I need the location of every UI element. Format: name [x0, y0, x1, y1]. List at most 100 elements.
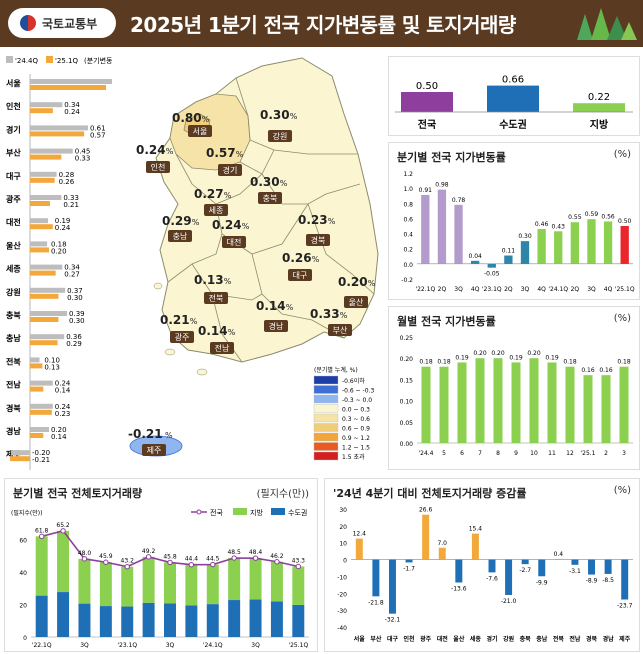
map-legend-swatch — [313, 385, 339, 394]
regional-label-prev: 0.34 — [64, 264, 80, 272]
volume-axis-label: (필지수(만)) — [11, 509, 42, 517]
volume-ytick: 20 — [19, 602, 27, 609]
map-badge — [146, 161, 170, 173]
change-value: -13.6 — [451, 585, 467, 592]
monthly-bar — [565, 366, 575, 443]
regional-category: 강원 — [6, 287, 21, 297]
map-value: 0.29 — [162, 214, 192, 228]
quarterly-xtick: 3Q — [521, 286, 530, 293]
volume-total-label: 43.3 — [292, 557, 306, 564]
regional-label-prev: 0.28 — [59, 171, 75, 179]
monthly-bar — [475, 358, 485, 443]
regional-label-cur: 0.20 — [51, 247, 67, 255]
quarterly-xtick: 2Q — [438, 286, 447, 293]
map-badge — [268, 130, 292, 142]
quarterly-xtick: 2Q — [504, 286, 513, 293]
monthly-bar — [511, 362, 521, 443]
map-region-label: 충북 — [263, 194, 278, 203]
volume-total-label: 48.5 — [227, 549, 241, 556]
map-value: 0.21 — [160, 313, 190, 327]
monthly-value: 0.18 — [617, 359, 631, 366]
map-region-label: 강원 — [273, 131, 288, 141]
change-category: 부산 — [370, 635, 382, 643]
regional-bar-prev — [30, 148, 73, 154]
island-shape — [164, 348, 176, 356]
map-badge — [210, 342, 234, 354]
change-ytick: 0 — [343, 558, 347, 565]
map-region-label: 부산 — [333, 325, 348, 335]
regional-bar-cur — [30, 247, 49, 253]
change-bar — [554, 558, 562, 560]
map-unit: % — [286, 303, 294, 312]
monthly-value: 0.19 — [509, 354, 523, 361]
change-category: 울산 — [453, 635, 465, 643]
volume-bar-local — [228, 558, 241, 601]
monthly-value: 0.18 — [437, 359, 451, 366]
map-badge — [344, 296, 368, 308]
map-value: 0.30 — [260, 108, 290, 122]
regional-rate-chart: '24.4Q'25.1Q(분기변동률, %)서울0.900.80인천0.340.… — [6, 56, 133, 473]
map-legend-swatch — [313, 375, 339, 385]
regional-label-cur: 0.24 — [64, 108, 80, 116]
map-value: 0.33 — [310, 307, 340, 321]
regional-category: 광주 — [6, 194, 21, 204]
volume-bar-capital — [121, 606, 134, 637]
regional-bar-prev — [30, 264, 63, 270]
map-value: 0.14 — [256, 299, 286, 313]
quarterly-panel: 분기별 전국 지가변동률 (%) 1.2 1.0 0.8 0.6 0.4 0.2 0.0 -0… — [388, 142, 640, 300]
monthly-xtick: 6 — [460, 450, 464, 457]
change-value: -8.5 — [602, 577, 614, 584]
volume-bar-local — [35, 536, 48, 596]
regional-category: 충북 — [6, 310, 21, 320]
regional-label-prev: -0.20 — [32, 449, 50, 457]
regional-bar-prev — [30, 195, 62, 200]
monthly-xtick: '25.1 — [580, 450, 595, 457]
regional-category: 세종 — [6, 264, 21, 274]
monthly-ytick: 0.05 — [400, 420, 414, 427]
map-legend-label: 0.3 ~ 0.6 — [342, 416, 370, 423]
monthly-bar — [547, 362, 557, 443]
volume-total-label: 48.4 — [249, 549, 263, 556]
quarterly-ytick: 0.0 — [403, 262, 413, 269]
map-value: 0.24 — [212, 218, 242, 232]
monthly-value: 0.16 — [581, 367, 595, 374]
map-region-label: 대구 — [293, 271, 308, 280]
volume-xtick: '25.1Q — [288, 642, 308, 649]
change-bar — [604, 559, 612, 574]
map-region-label: 세종 — [209, 206, 224, 215]
legend-swatch-cur — [46, 56, 53, 63]
volume-total-label: 49.2 — [142, 548, 156, 555]
volume-legend-label: 지방 — [250, 508, 263, 517]
change-value: 15.4 — [469, 526, 483, 533]
regional-category: 전북 — [6, 356, 21, 366]
map-unit: % — [340, 311, 348, 320]
regional-category: 울산 — [6, 240, 21, 250]
change-category: 제주 — [619, 635, 631, 643]
monthly-bar — [457, 362, 467, 443]
quarterly-bar — [570, 222, 579, 264]
change-bar — [372, 559, 380, 597]
volume-ytick: 60 — [19, 537, 27, 544]
regional-bar-cur — [30, 293, 59, 299]
volume-total-label: 44.4 — [185, 556, 199, 563]
change-value: -32.1 — [385, 617, 401, 624]
change-category: 대전 — [437, 635, 449, 643]
volume-bar-local — [185, 564, 198, 606]
change-category: 충남 — [536, 635, 548, 643]
province-border — [211, 293, 243, 363]
quarterly-value: 0.56 — [601, 213, 615, 220]
monthly-bar — [619, 366, 629, 443]
monthly-ytick: 0.00 — [400, 441, 414, 448]
regional-label-prev: 0.39 — [69, 310, 85, 318]
island-shape — [196, 368, 208, 376]
volume-total-point — [124, 563, 130, 570]
regional-label-cur: 0.21 — [63, 201, 79, 209]
regional-label-cur: 0.27 — [64, 271, 80, 279]
monthly-unit: (%) — [613, 313, 631, 324]
map-legend-label: 0.9 ~ 1.2 — [342, 435, 370, 442]
regional-label-prev: 0.34 — [64, 101, 80, 109]
volume-bar-local — [57, 530, 70, 593]
map-region-label: 경남 — [269, 321, 284, 331]
map-legend-swatch — [313, 451, 339, 461]
map-region-label: 광주 — [175, 332, 190, 342]
